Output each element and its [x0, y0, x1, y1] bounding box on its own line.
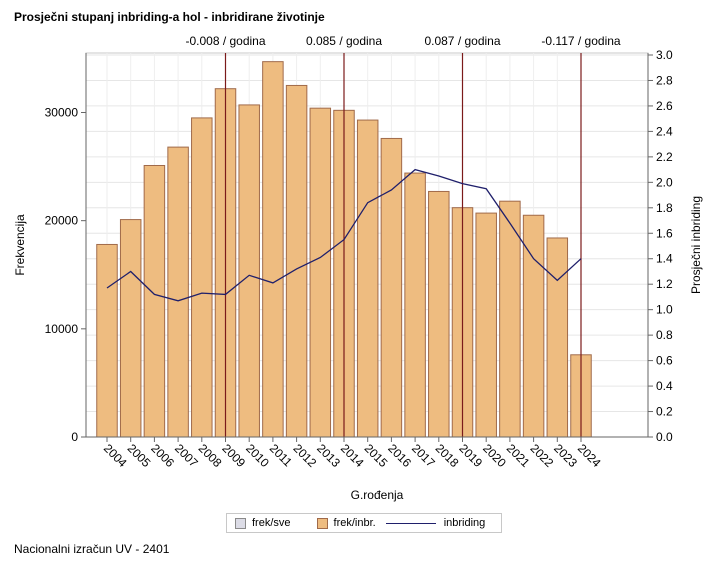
x-tick-label-2018: 2018: [433, 441, 462, 470]
x-tick-label-2008: 2008: [196, 441, 225, 470]
x-tick-label-2021: 2021: [504, 441, 533, 470]
chart-title: Prosječni stupanj inbriding-a hol - inbr…: [14, 10, 325, 24]
bar-2020: [475, 212, 497, 438]
y-tick-label-right: 0.4: [656, 379, 673, 393]
x-tick-label-2022: 2022: [527, 441, 556, 470]
bar-2015: [356, 119, 379, 438]
legend-item-inbriding: inbriding: [382, 517, 486, 529]
y-tick-label-right: 2.4: [656, 124, 673, 138]
x-tick-label-2017: 2017: [409, 441, 438, 470]
y-tick-label-right: 1.0: [656, 303, 673, 317]
y-tick-label-left: 30000: [45, 105, 79, 119]
bar-2008: [191, 117, 213, 438]
x-tick-label-2020: 2020: [480, 441, 509, 470]
bar-2023: [546, 237, 569, 438]
x-tick-label-2009: 2009: [219, 441, 248, 470]
x-tick-label-2024: 2024: [575, 441, 604, 470]
bar-2004: [96, 243, 118, 438]
x-axis-title: G.rođenja: [351, 488, 404, 502]
legend-item-frek-inbr: frek/inbr.: [316, 517, 376, 529]
y-tick-label-left: 10000: [45, 322, 79, 336]
y-tick-label-right: 0.6: [656, 354, 673, 368]
inbriding-line: [106, 168, 582, 302]
y-tick-label-right: 3.0: [656, 48, 673, 62]
x-tick-label-2011: 2011: [267, 441, 295, 469]
legend-label-frek-sve: frek/sve: [252, 517, 291, 529]
x-tick-label-2007: 2007: [172, 441, 201, 470]
x-tick-label-2014: 2014: [338, 441, 367, 470]
legend-item-frek-sve: frek/sve: [235, 517, 291, 529]
y-tick-label-right: 0.0: [656, 430, 673, 444]
y-tick-label-right: 2.2: [656, 150, 673, 164]
x-tick-label-2010: 2010: [243, 441, 272, 470]
x-tick-label-2004: 2004: [101, 441, 130, 470]
slope-label-2024: -0.117 / godina: [541, 34, 620, 48]
legend-label-inbriding: inbriding: [443, 517, 486, 529]
slope-label-2019: 0.087 / godina: [424, 34, 500, 48]
bar-2012: [285, 84, 308, 438]
y-tick-label-right: 0.8: [656, 328, 673, 342]
y-tick-label-right: 1.8: [656, 201, 673, 215]
bar-2021: [499, 200, 521, 438]
y-tick-label-right: 0.2: [656, 405, 673, 419]
y-tick-label-right: 1.4: [656, 252, 673, 266]
legend-swatch-frek-inbr: [316, 517, 328, 529]
footnote: Nacionalni izračun UV - 2401: [14, 542, 170, 556]
y-axis-title-left: Frekvencija: [13, 214, 27, 276]
x-tick-label-2016: 2016: [385, 441, 414, 470]
x-tick-label-2006: 2006: [148, 441, 177, 470]
bar-2005: [119, 219, 142, 438]
bar-2006: [143, 164, 166, 438]
x-tick-label-2013: 2013: [314, 441, 343, 470]
y-tick-label-right: 1.2: [656, 277, 673, 291]
bar-2011: [262, 61, 284, 438]
legend-swatch-inbriding: [385, 522, 436, 524]
y-tick-label-right: 1.6: [656, 226, 673, 240]
y-tick-label-right: 2.0: [656, 175, 673, 189]
x-tick-label-2023: 2023: [551, 441, 580, 470]
bar-2017: [404, 172, 426, 438]
x-tick-label-2012: 2012: [290, 441, 319, 470]
y-tick-label-left: 20000: [45, 214, 79, 228]
y-tick-label-right: 2.6: [656, 99, 673, 113]
bar-2010: [238, 104, 260, 438]
legend-swatch-frek-sve: [235, 517, 246, 529]
chart-legend: frek/sve frek/inbr. inbriding: [226, 513, 502, 533]
bar-2007: [167, 146, 189, 438]
x-tick-label-2005: 2005: [125, 441, 154, 470]
y-tick-label-right: 2.8: [656, 73, 673, 87]
bar-2013: [309, 107, 332, 438]
slope-label-2009: -0.008 / godina: [185, 34, 265, 48]
y-tick-label-left: 0: [71, 430, 78, 444]
x-tick-label-2015: 2015: [362, 441, 391, 470]
y-axis-title-right: Prosječni inbriding: [689, 196, 703, 294]
bar-2018: [428, 190, 450, 438]
slope-label-2014: 0.085 / godina: [306, 34, 382, 48]
x-tick-label-2019: 2019: [456, 441, 485, 470]
legend-label-frek-inbr: frek/inbr.: [333, 517, 376, 529]
